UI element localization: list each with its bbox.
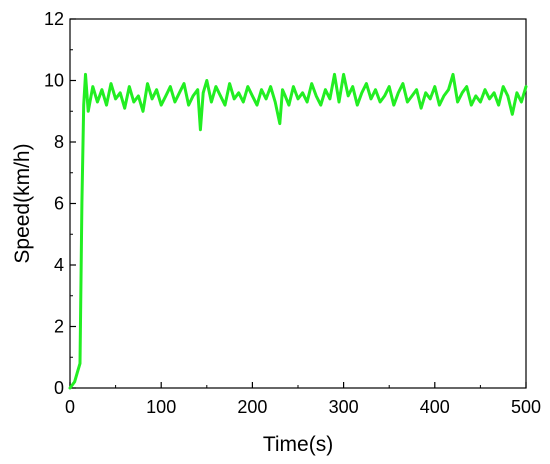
x-tick-label: 200 [237,397,267,417]
x-tick-label: 400 [420,397,450,417]
x-tick-label: 300 [329,397,359,417]
y-tick-labels: 0 2 4 6 8 10 12 [44,9,64,398]
series-layer [68,72,528,390]
y-tick-label: 6 [54,194,64,214]
y-axis-title: Speed(km/h) [11,143,34,263]
y-tick-label: 10 [44,71,64,91]
plot-frame [69,18,527,389]
x-tick-label: 500 [511,397,541,417]
y-tick-label: 4 [54,255,64,275]
x-tick-labels: 0 100 200 300 400 500 [65,397,541,417]
axis-ticks [69,18,527,389]
y-tick-label: 8 [54,132,64,152]
x-tick-label: 0 [65,397,75,417]
y-tick-label: 12 [44,9,64,29]
x-tick-label: 100 [146,397,176,417]
speed-series-line [68,72,528,390]
y-tick-label: 0 [54,378,64,398]
x-axis-title: Time(s) [263,433,333,456]
y-tick-label: 2 [54,317,64,337]
